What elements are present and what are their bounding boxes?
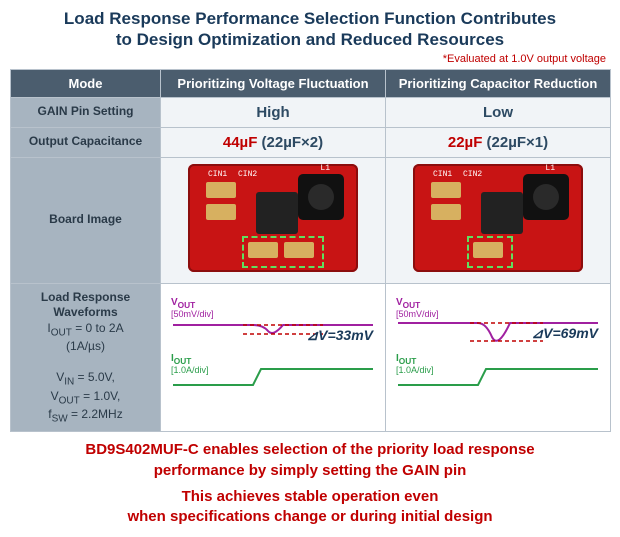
wave-col1: VOUT [50mV/div] ⊿V=33mV IOUT [1.0A/div]: [161, 283, 386, 432]
wave-l2: Waveforms: [53, 305, 117, 319]
pcb-illustration-1: CIN1 CIN2 L1: [188, 164, 358, 272]
comparison-table: Mode Prioritizing Voltage Fluctuation Pr…: [10, 69, 611, 433]
inductor-icon: [298, 174, 344, 220]
wave-c3: fSW = 2.2MHz: [48, 407, 122, 421]
board-col1: CIN1 CIN2 L1: [161, 157, 386, 283]
hdr-col2: Prioritizing Capacitor Reduction: [386, 69, 611, 97]
container: Load Response Performance Selection Func…: [0, 0, 620, 537]
cap-col2: 22µF (22µF×1): [386, 127, 611, 157]
waveform-1: VOUT [50mV/div] ⊿V=33mV IOUT [1.0A/div]: [167, 297, 379, 417]
row-board-label: Board Image: [11, 157, 161, 283]
row-cap-label: Output Capacitance: [11, 127, 161, 157]
wave-l3: IOUT = 0 to 2A: [47, 321, 123, 335]
footer-l2: performance by simply setting the GAIN p…: [154, 462, 467, 479]
silk-cin1: CIN1: [208, 170, 227, 179]
cap-icon: [431, 204, 461, 220]
vout-scale: [50mV/div]: [396, 309, 439, 319]
cap-highlight-box: [242, 236, 324, 268]
cap-col1-suffix: (22µF×2): [257, 134, 323, 151]
cap-icon: [431, 182, 461, 198]
pcb-illustration-2: CIN1 CIN2 L1: [413, 164, 583, 272]
gain-col2: Low: [386, 97, 611, 127]
delta-v-1: ⊿V=33mV: [306, 327, 373, 344]
footer-l1: BD9S402MUF-C enables selection of the pr…: [85, 441, 534, 458]
board-col2: CIN1 CIN2 L1: [386, 157, 611, 283]
cap-col2-suffix: (22µF×1): [482, 134, 548, 151]
cap-highlight-box: [467, 236, 513, 268]
cap-col1: 44µF (22µF×2): [161, 127, 386, 157]
cap-icon: [206, 182, 236, 198]
silk-cin1: CIN1: [433, 170, 452, 179]
delta-v-2: ⊿V=69mV: [531, 325, 598, 342]
footer-l4: when specifications change or during ini…: [127, 508, 492, 525]
cap-col1-val: 44µF: [223, 134, 258, 151]
footer-text: BD9S402MUF-C enables selection of the pr…: [10, 440, 610, 527]
wave-col2: VOUT [50mV/div] ⊿V=69mV IOUT [1.0A/div]: [386, 283, 611, 432]
silk-cin2: CIN2: [463, 170, 482, 179]
page-title: Load Response Performance Selection Func…: [10, 8, 610, 51]
wave-l4: (1A/µs): [66, 339, 105, 353]
cap-col2-val: 22µF: [448, 134, 483, 151]
wave-l1: Load Response: [41, 290, 130, 304]
hdr-col1: Prioritizing Voltage Fluctuation: [161, 69, 386, 97]
cap-icon: [206, 204, 236, 220]
vout-scale: [50mV/div]: [171, 309, 214, 319]
silk-l1: L1: [545, 164, 555, 173]
iout-scale: [1.0A/div]: [396, 365, 434, 375]
footer-l3: This achieves stable operation even: [182, 488, 439, 505]
eval-note: *Evaluated at 1.0V output voltage: [10, 53, 606, 65]
gain-col1: High: [161, 97, 386, 127]
inductor-icon: [523, 174, 569, 220]
wave-c2: VOUT = 1.0V,: [51, 389, 121, 403]
waveform-2: VOUT [50mV/div] ⊿V=69mV IOUT [1.0A/div]: [392, 297, 604, 417]
title-line-2: to Design Optimization and Reduced Resou…: [116, 30, 504, 49]
row-wave-label: Load Response Waveforms IOUT = 0 to 2A (…: [11, 283, 161, 432]
hdr-mode: Mode: [11, 69, 161, 97]
title-line-1: Load Response Performance Selection Func…: [64, 9, 556, 28]
chip-icon: [481, 192, 523, 234]
silk-l1: L1: [320, 164, 330, 173]
chip-icon: [256, 192, 298, 234]
wave-c1: VIN = 5.0V,: [56, 370, 115, 384]
iout-scale: [1.0A/div]: [171, 365, 209, 375]
row-gain-label: GAIN Pin Setting: [11, 97, 161, 127]
silk-cin2: CIN2: [238, 170, 257, 179]
